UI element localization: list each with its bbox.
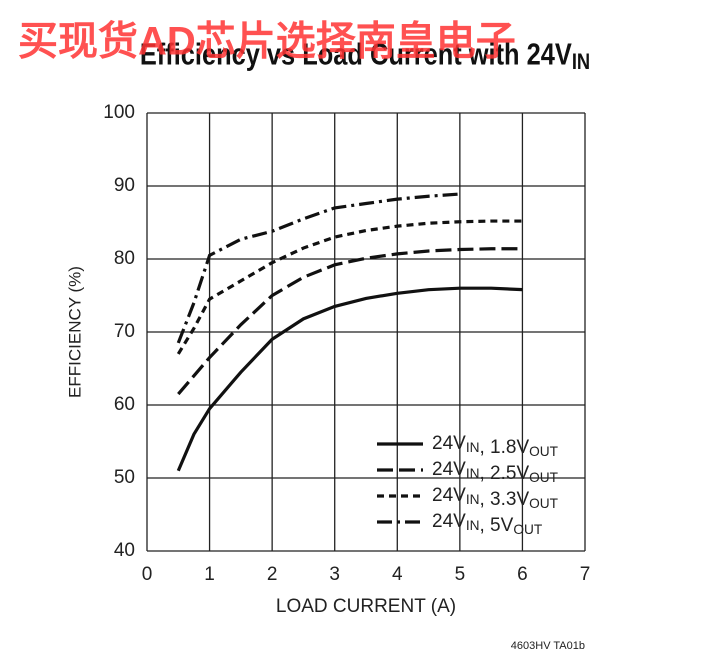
y-tick-label: 90: [114, 175, 135, 196]
series-line: [176, 219, 523, 355]
legend-label: 24VIN, 1.8VOUT: [432, 433, 559, 459]
x-tick-label: 6: [517, 564, 528, 585]
watermark: 买现货AD芯片选择南皇电子: [18, 20, 516, 64]
y-tick-label: 100: [103, 102, 135, 123]
x-tick-label: 4: [392, 564, 403, 585]
x-tick-label: 5: [455, 564, 466, 585]
series-line: [176, 192, 460, 344]
y-axis-label: EFFICIENCY (%): [65, 266, 84, 398]
x-tick-label: 3: [329, 564, 340, 585]
x-tick-label: 1: [204, 564, 215, 585]
footnote: 4603HV TA01b: [511, 640, 585, 652]
y-tick-label: 70: [114, 321, 135, 342]
y-tick-label: 50: [114, 467, 135, 488]
x-tick-label: 2: [267, 564, 278, 585]
x-tick-label: 0: [142, 564, 153, 585]
legend-label: 24VIN, 3.3VOUT: [432, 485, 559, 511]
chart-title: Efficiency vs Load Current with 24VIN: [140, 38, 590, 75]
legend-label: 24VIN, 5VOUT: [432, 511, 543, 537]
series-line: [177, 247, 523, 396]
y-tick-label: 60: [114, 394, 135, 415]
series-line: [176, 286, 523, 472]
x-tick-label: 7: [580, 564, 591, 585]
legend-label: 24VIN, 2.5VOUT: [432, 459, 559, 485]
x-axis-label: LOAD CURRENT (A): [276, 596, 456, 617]
y-tick-label: 40: [114, 540, 135, 561]
y-tick-label: 80: [114, 248, 135, 269]
